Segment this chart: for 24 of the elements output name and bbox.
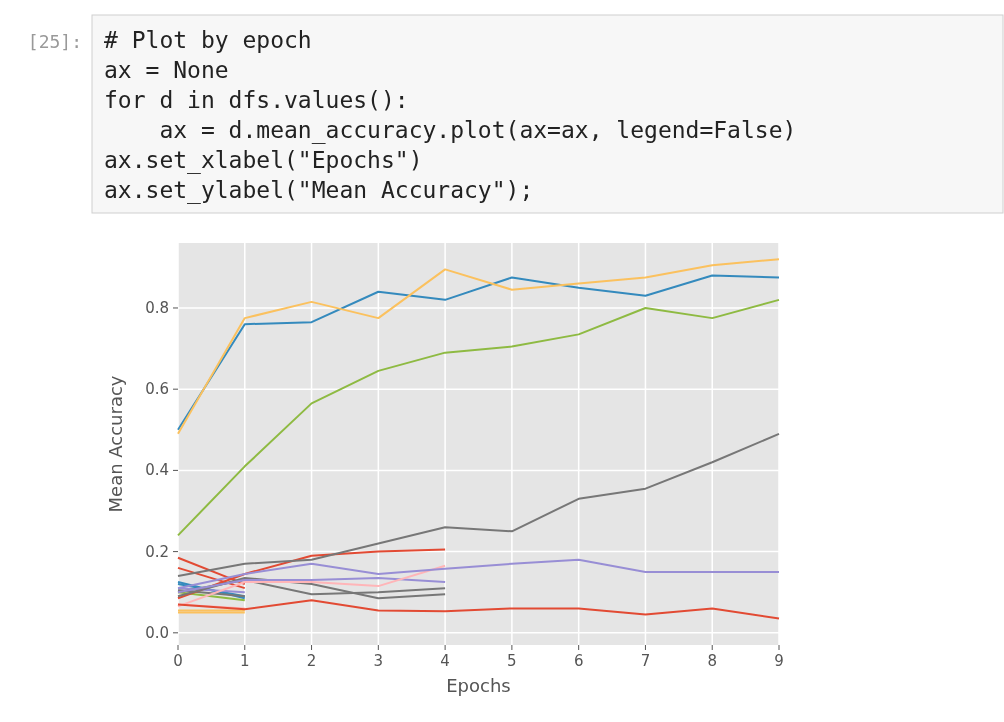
y-tick-label: 0.2 <box>145 542 169 561</box>
text: # Plot by epoch <box>104 27 312 53</box>
x-tick-label: 0 <box>173 652 183 670</box>
x-axis-title: Epochs <box>446 675 511 696</box>
x-tick-label: 8 <box>707 652 717 670</box>
x-tick-label: 9 <box>774 652 784 670</box>
x-tick-label: 3 <box>373 652 384 670</box>
x-tick-label: 1 <box>240 652 250 670</box>
x-tick-label: 7 <box>640 652 651 670</box>
x-tick-label: 4 <box>440 652 450 670</box>
y-tick-label: 0.8 <box>145 298 169 317</box>
text: ax = None <box>104 57 229 83</box>
y-axis-title: Mean Accuracy <box>105 375 126 513</box>
x-tick-label: 6 <box>573 652 584 670</box>
y-tick-label: 0.6 <box>145 380 169 399</box>
x-tick-label: 2 <box>306 652 317 670</box>
text: ax.set_xlabel("Epochs") <box>104 147 423 174</box>
x-tick-label: 5 <box>507 652 517 670</box>
text: ax = d.mean_accuracy.plot(ax=ax, legend=False) <box>104 117 797 144</box>
text: for d in dfs.values(): <box>104 87 409 113</box>
y-tick-label: 0.4 <box>145 461 169 480</box>
text: ax.set_ylabel("Mean Accuracy"); <box>104 177 534 204</box>
y-tick-label: 0.0 <box>145 623 169 642</box>
text: [25]: <box>27 31 82 52</box>
